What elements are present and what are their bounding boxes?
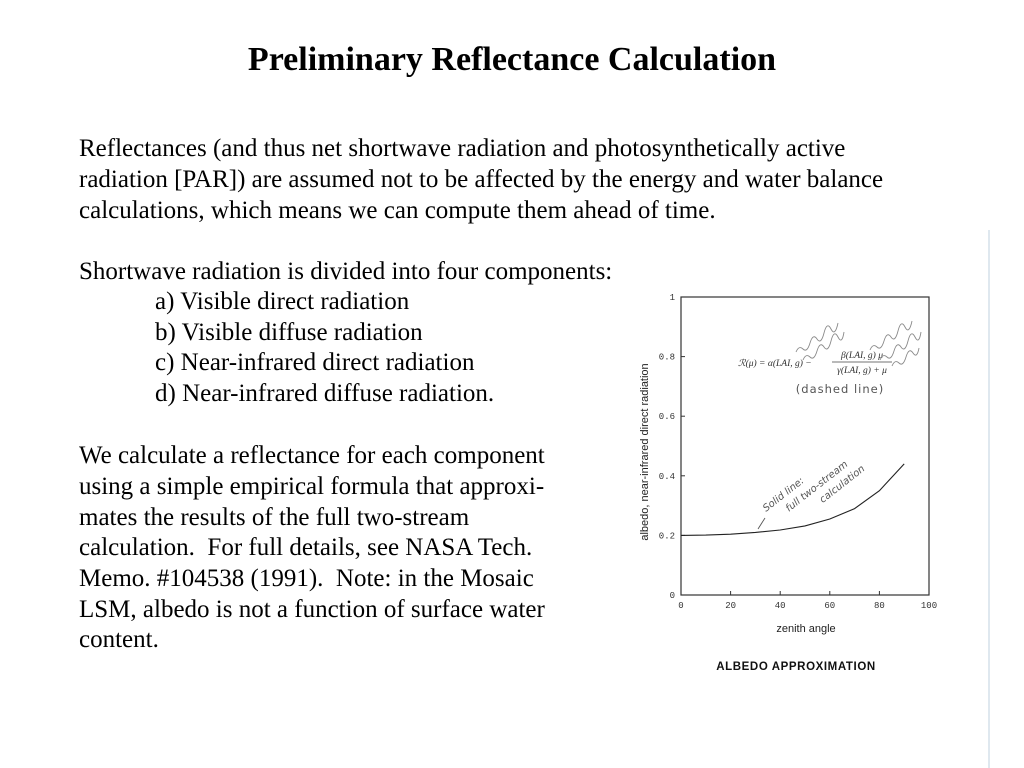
y-axis-label: albedo, near-infrared direct radiation — [639, 363, 651, 540]
solid-line-note: Solid line: full two-stream calculation — [761, 459, 867, 514]
formula-numerator: β(LAI, g) μ — [840, 350, 883, 361]
x-tick-label: 20 — [725, 601, 736, 611]
component-item: a) Visible direct radiation — [155, 288, 410, 315]
handwritten-scribble — [802, 331, 845, 361]
series-line — [680, 463, 905, 536]
handwritten-scribble — [795, 322, 839, 353]
handwritten-scribble — [869, 320, 913, 351]
y-tick-label: 0.4 — [659, 472, 675, 482]
x-axis-label: zenith angle — [776, 623, 835, 635]
chart-caption: ALBEDO APPROXIMATION — [716, 661, 876, 673]
handwritten-scribble — [879, 331, 922, 361]
formula-denominator: γ(LAI, g) + μ — [837, 365, 887, 376]
plot-frame — [680, 296, 930, 596]
component-item: c) Near-infrared direct radiation — [155, 349, 475, 376]
method-line: Memo. #104538 (1991). Note: in the Mosai… — [79, 565, 534, 592]
method-line: content. — [79, 626, 159, 653]
method-line: mates the results of the full two-stream — [79, 504, 470, 531]
method-line: We calculate a reflectance for each comp… — [79, 442, 545, 469]
intro-line: radiation [PAR]) are assumed not to be a… — [79, 166, 884, 193]
y-tick-label: 0.2 — [659, 531, 675, 541]
method-line: using a simple empirical formula that ap… — [79, 473, 545, 500]
handwritten-scribble — [891, 347, 920, 367]
y-tick-label: 1 — [670, 293, 675, 303]
intro-line: calculations, which means we can compute… — [79, 197, 716, 224]
annotation-pointer — [757, 517, 766, 530]
y-tick-label: 0 — [670, 591, 675, 601]
x-tick-label: 40 — [775, 601, 786, 611]
x-tick-label: 100 — [921, 601, 937, 611]
x-tick-label: 0 — [678, 601, 683, 611]
slide-title: Preliminary Reflectance Calculation — [247, 41, 777, 78]
dashed-line-note: (dashed line) — [796, 382, 884, 396]
component-item: b) Visible diffuse radiation — [155, 319, 423, 346]
chart-marks: 0 0.2 0.4 0.6 0.8 1 0 20 40 60 80 100 — [659, 293, 937, 611]
component-item: d) Near-infrared diffuse radiation. — [155, 380, 495, 407]
x-tick-label: 80 — [874, 601, 885, 611]
components-heading: Shortwave radiation is divided into four… — [79, 258, 613, 285]
formula-lhs: ℛ(μ) = α(LAI, g) − — [738, 358, 812, 369]
method-line: LSM, albedo is not a function of surface… — [79, 596, 545, 623]
x-tick-label: 60 — [824, 601, 835, 611]
intro-line: Reflectances (and thus net shortwave rad… — [79, 135, 846, 162]
y-tick-label: 0.6 — [659, 412, 675, 422]
method-line: calculation. For full details, see NASA … — [79, 534, 533, 561]
y-tick-label: 0.8 — [659, 353, 675, 363]
